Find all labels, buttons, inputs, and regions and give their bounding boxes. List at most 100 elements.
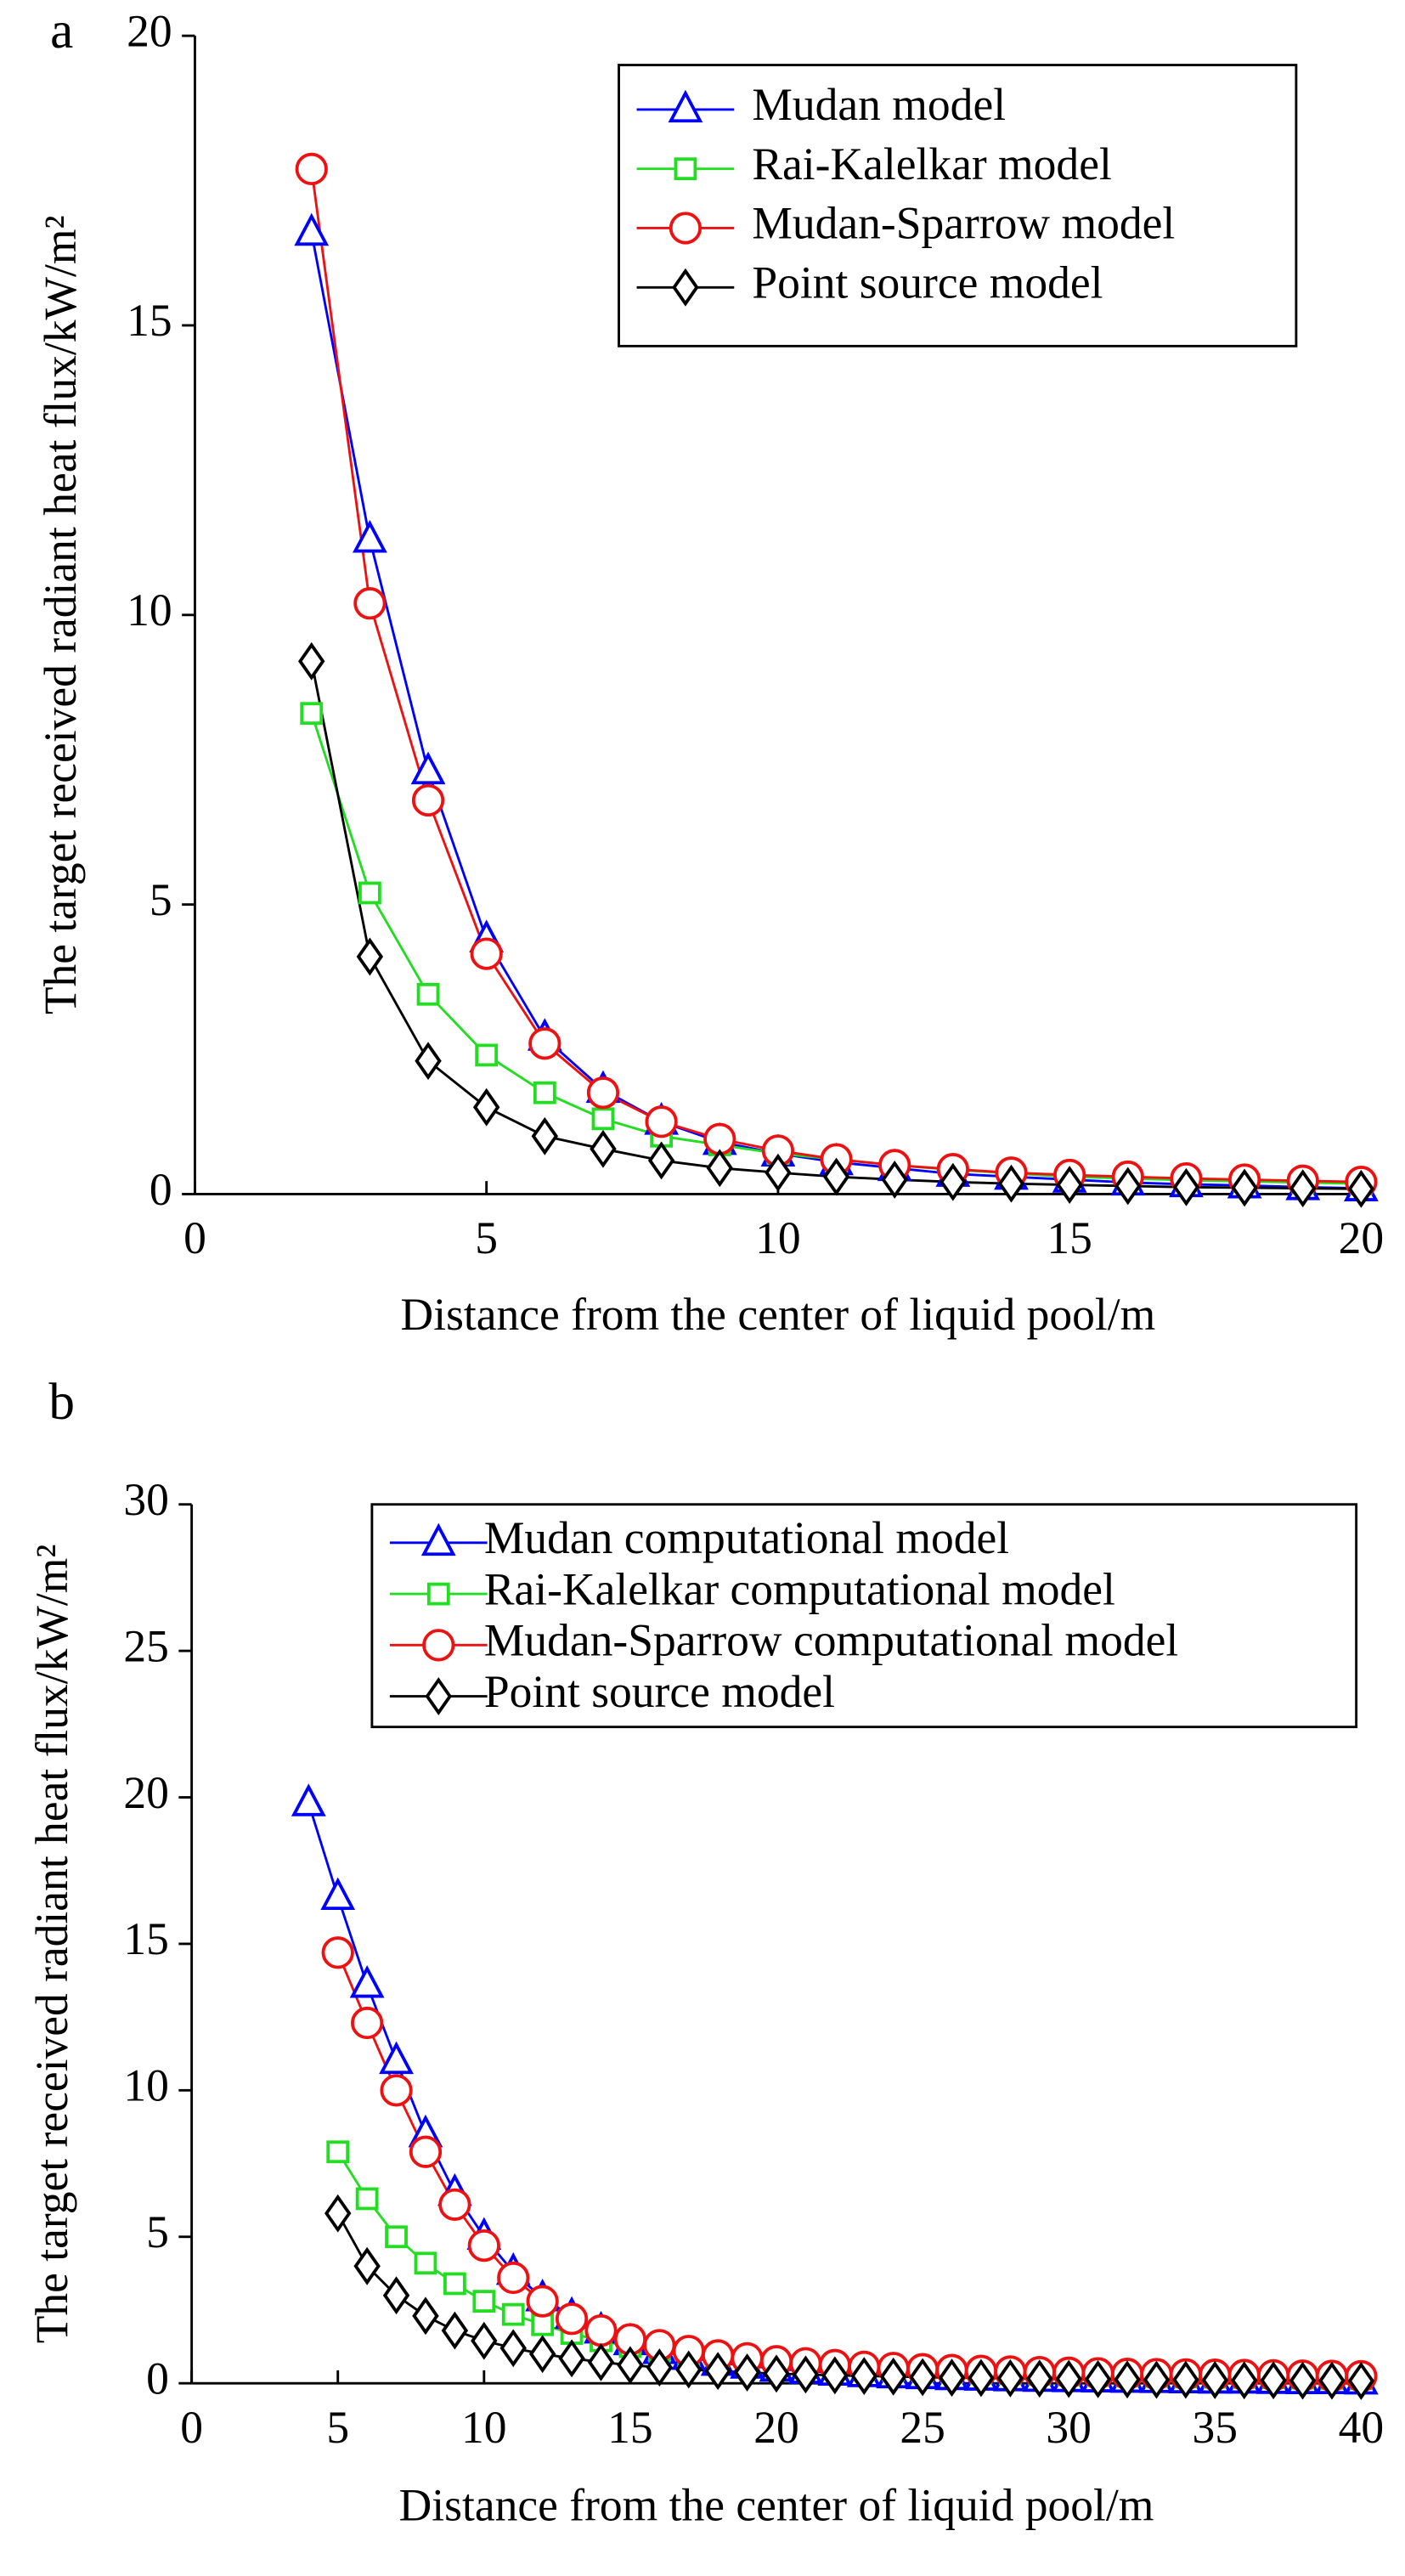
marker — [646, 2348, 674, 2387]
x-tick-label: 0 — [183, 1212, 206, 1263]
marker — [415, 1042, 442, 1081]
marker — [443, 2272, 466, 2296]
marker — [528, 2335, 556, 2374]
marker — [645, 1105, 678, 1138]
y-tick-label: 0 — [146, 2353, 169, 2404]
marker — [353, 2246, 381, 2285]
marker — [1172, 2360, 1199, 2399]
marker — [355, 2187, 379, 2211]
y-tick-label: 20 — [123, 1767, 169, 1818]
marker — [1026, 2359, 1053, 2398]
marker — [379, 2041, 414, 2075]
marker — [353, 519, 387, 553]
marker — [1347, 2361, 1375, 2400]
marker — [704, 2352, 731, 2391]
marker — [586, 1076, 620, 1110]
marker — [416, 982, 440, 1006]
marker — [425, 1677, 452, 1716]
legend-label: Mudan model — [752, 79, 1006, 130]
marker — [968, 2359, 995, 2398]
y-tick-label: 15 — [123, 1913, 169, 1964]
marker — [909, 2358, 936, 2397]
marker — [1143, 2360, 1171, 2399]
marker — [410, 751, 446, 785]
x-tick-label: 5 — [475, 1212, 498, 1263]
marker — [672, 268, 699, 307]
y-tick-label: 10 — [123, 2060, 169, 2111]
marker — [558, 2339, 585, 2378]
marker — [763, 2354, 790, 2393]
marker — [674, 157, 697, 181]
marker — [291, 1783, 326, 1816]
marker — [881, 1160, 908, 1199]
x-tick-label: 30 — [1046, 2402, 1092, 2453]
marker — [351, 2006, 384, 2040]
marker — [733, 2353, 761, 2392]
marker — [706, 1149, 733, 1188]
legend-label: Mudan-Sparrow model — [752, 198, 1175, 249]
y-tick-label: 5 — [146, 2206, 169, 2257]
marker — [1084, 2359, 1112, 2398]
legend-label: Point source model — [484, 1666, 835, 1717]
marker — [584, 2313, 618, 2347]
x-tick-label: 35 — [1193, 2402, 1239, 2453]
legend-box — [370, 1503, 1358, 1729]
marker — [938, 2359, 966, 2398]
marker — [420, 1522, 456, 1556]
marker — [472, 2290, 496, 2313]
marker — [471, 2321, 498, 2360]
series-line — [310, 713, 1362, 1185]
marker — [591, 1107, 615, 1131]
series-line — [336, 1952, 1362, 2378]
marker — [1289, 1169, 1317, 1208]
marker — [438, 2188, 471, 2221]
marker — [1055, 2359, 1082, 2398]
x-tick-label: 20 — [1339, 1212, 1385, 1263]
series-line — [307, 1802, 1362, 2383]
marker — [300, 702, 324, 726]
x-tick-label: 15 — [607, 2402, 653, 2453]
marker — [617, 2346, 644, 2385]
y-tick-label: 25 — [123, 1620, 169, 1671]
y-tick-label: 30 — [123, 1474, 169, 1525]
y-axis-label: The target received radiant heat flux/kW… — [35, 215, 86, 1014]
marker — [380, 2074, 413, 2107]
marker — [385, 2225, 408, 2249]
marker — [590, 1129, 617, 1168]
marker — [997, 1164, 1025, 1203]
marker — [1347, 1169, 1375, 1208]
series-line — [310, 661, 1362, 1190]
series-line — [310, 232, 1362, 1190]
marker — [470, 937, 503, 970]
marker — [324, 2194, 352, 2233]
marker — [412, 2296, 439, 2336]
y-tick-label: 10 — [127, 585, 172, 636]
marker — [792, 2355, 820, 2394]
marker — [533, 1081, 556, 1104]
marker — [422, 1629, 455, 1662]
marker — [441, 2311, 469, 2350]
marker — [475, 1043, 499, 1067]
y-tick-label: 20 — [127, 5, 172, 56]
marker — [294, 212, 330, 246]
legend-label: Rai-Kalelkar computational model — [484, 1563, 1115, 1614]
x-tick-label: 15 — [1047, 1212, 1092, 1263]
marker — [669, 212, 702, 245]
x-tick-label: 40 — [1339, 2402, 1385, 2453]
x-tick-label: 20 — [753, 2402, 799, 2453]
marker — [472, 1087, 500, 1127]
marker — [1114, 2360, 1141, 2399]
marker — [531, 1116, 559, 1155]
y-tick-label: 15 — [127, 295, 172, 346]
marker — [467, 2229, 500, 2262]
x-tick-label: 5 — [326, 2402, 349, 2453]
marker — [499, 2329, 527, 2368]
legend-label: Mudan computational model — [484, 1512, 1009, 1563]
y-tick-label: 5 — [150, 874, 172, 925]
marker — [321, 1936, 354, 1969]
x-axis-label: Distance from the center of liquid pool/… — [399, 2480, 1154, 2531]
y-axis-label: The target received radiant heat flux/kW… — [26, 1545, 77, 2344]
marker — [349, 1964, 385, 1998]
marker — [1114, 1167, 1142, 1206]
y-tick-label: 0 — [150, 1164, 172, 1215]
